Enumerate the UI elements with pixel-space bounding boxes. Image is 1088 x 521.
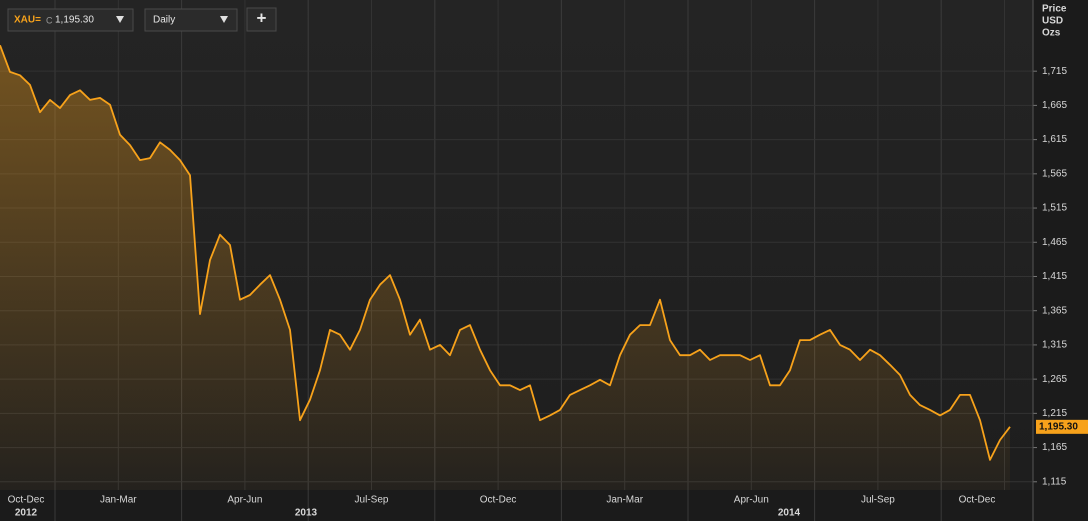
y-tick-label: 1,415 xyxy=(1042,271,1067,282)
y-tick-label: 1,115 xyxy=(1042,476,1067,487)
x-tick-label: Oct-Dec xyxy=(480,495,517,506)
y-tick-label: 1,715 xyxy=(1042,66,1067,77)
y-tick-label: 1,665 xyxy=(1042,100,1067,111)
toolbar: XAU= C 1,195.30 Daily + xyxy=(7,7,277,32)
year-label: 2012 xyxy=(15,508,38,519)
x-tick-label: Jul-Sep xyxy=(355,495,389,506)
dropdown-arrow xyxy=(116,16,124,23)
price-area xyxy=(0,45,1010,490)
instrument-dropdown[interactable] xyxy=(7,8,134,32)
y-tick-label: 1,365 xyxy=(1042,305,1067,316)
add-button[interactable] xyxy=(246,7,277,32)
price-line xyxy=(0,44,1011,461)
y-tick-label: 1,165 xyxy=(1042,442,1067,453)
axes: 1,115 1,165 1,215 1,265 1,315 1,365 1,415 1,465… xyxy=(8,0,1088,521)
y-axis-area xyxy=(1033,0,1088,521)
x-tick-label: Apr-Jun xyxy=(734,495,769,506)
y-axis-title: Price xyxy=(1042,4,1067,15)
dropdown-arrow xyxy=(220,16,228,23)
y-axis-title: Ozs xyxy=(1042,28,1061,39)
y-tick-label: 1,265 xyxy=(1042,374,1067,385)
y-tick-label: 1,515 xyxy=(1042,203,1067,214)
interval-dropdown[interactable] xyxy=(144,8,238,32)
x-tick-label: Oct-Dec xyxy=(959,495,996,506)
y-tick-label: 1,315 xyxy=(1042,340,1067,351)
x-axis-area xyxy=(0,490,1033,521)
x-tick-label: Apr-Jun xyxy=(227,495,262,506)
last-price-marker xyxy=(1036,419,1088,434)
x-tick-label: Jan-Mar xyxy=(606,495,643,506)
y-tick-label: 1,465 xyxy=(1042,237,1067,248)
y-tick-label: 1,565 xyxy=(1042,168,1067,179)
last-price-label: 1,195.30 xyxy=(1039,421,1078,432)
x-tick-label: Jan-Mar xyxy=(100,495,137,506)
add-button-label: + xyxy=(257,8,267,27)
year-label: 2014 xyxy=(778,508,801,519)
price-field: C xyxy=(46,15,53,25)
x-tick-label: Oct-Dec xyxy=(8,495,45,506)
last-price: 1,195.30 xyxy=(55,15,94,26)
y-axis-title: USD xyxy=(1042,16,1063,27)
x-tick-label: Jul-Sep xyxy=(861,495,895,506)
year-label: 2013 xyxy=(295,508,318,519)
interval: Daily xyxy=(153,15,175,26)
y-tick-label: 1,615 xyxy=(1042,134,1067,145)
plot xyxy=(0,44,1011,490)
y-tick-label: 1,215 xyxy=(1042,408,1067,419)
instrument-code: XAU= xyxy=(14,15,41,26)
